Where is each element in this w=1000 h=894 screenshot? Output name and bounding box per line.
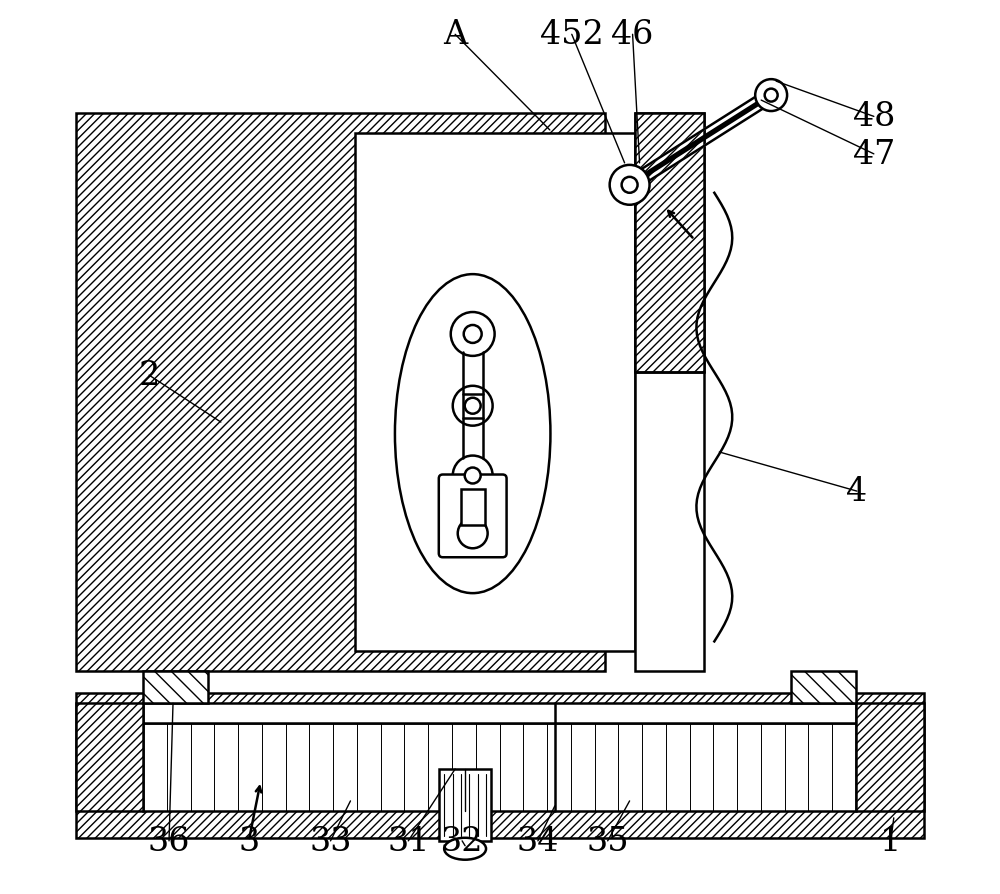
- Text: 48: 48: [853, 101, 895, 133]
- Text: 47: 47: [853, 139, 895, 171]
- Circle shape: [755, 80, 787, 112]
- Bar: [791, 671, 856, 704]
- Bar: [76, 704, 143, 811]
- Text: 3: 3: [238, 825, 259, 857]
- Text: 452: 452: [540, 20, 604, 51]
- Circle shape: [453, 386, 493, 426]
- Text: 36: 36: [148, 825, 190, 857]
- Bar: [439, 769, 491, 841]
- Bar: [355, 134, 635, 652]
- Bar: [143, 671, 208, 704]
- Bar: [76, 114, 605, 671]
- Bar: [635, 114, 704, 373]
- Circle shape: [465, 468, 481, 484]
- Circle shape: [458, 519, 488, 549]
- Ellipse shape: [395, 274, 550, 594]
- Bar: [635, 114, 704, 671]
- Text: 31: 31: [387, 825, 430, 857]
- Bar: [856, 704, 924, 811]
- FancyBboxPatch shape: [439, 475, 507, 558]
- Circle shape: [610, 165, 650, 206]
- Text: 35: 35: [586, 825, 629, 857]
- Circle shape: [464, 325, 482, 343]
- Circle shape: [451, 313, 495, 357]
- Text: 32: 32: [441, 825, 483, 857]
- Circle shape: [465, 399, 481, 414]
- Bar: [76, 694, 924, 838]
- Text: 33: 33: [309, 825, 352, 857]
- Bar: [143, 723, 856, 811]
- Text: 2: 2: [138, 359, 160, 392]
- Bar: [461, 490, 485, 526]
- Text: 34: 34: [517, 825, 559, 857]
- Circle shape: [765, 89, 778, 103]
- Bar: [143, 704, 856, 723]
- Text: 4: 4: [846, 476, 867, 508]
- Ellipse shape: [444, 838, 486, 860]
- Text: 46: 46: [611, 20, 654, 51]
- Circle shape: [622, 178, 638, 194]
- Circle shape: [453, 456, 493, 496]
- Text: 1: 1: [880, 825, 901, 857]
- Text: A: A: [443, 20, 467, 51]
